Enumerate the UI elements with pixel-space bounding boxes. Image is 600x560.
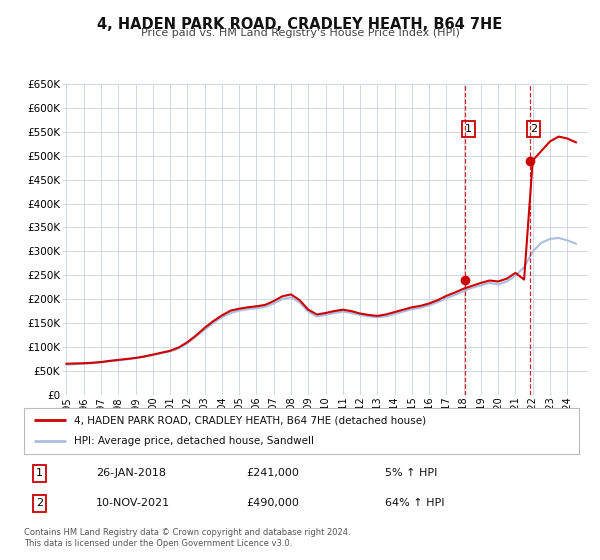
Text: 2: 2 bbox=[530, 124, 538, 134]
Text: 26-JAN-2018: 26-JAN-2018 bbox=[96, 468, 166, 478]
Text: Contains HM Land Registry data © Crown copyright and database right 2024.: Contains HM Land Registry data © Crown c… bbox=[24, 528, 350, 536]
Text: 1: 1 bbox=[465, 124, 472, 134]
Text: 5% ↑ HPI: 5% ↑ HPI bbox=[385, 468, 437, 478]
Text: 1: 1 bbox=[36, 468, 43, 478]
Text: 10-NOV-2021: 10-NOV-2021 bbox=[96, 498, 170, 508]
Text: 2: 2 bbox=[36, 498, 43, 508]
Text: 4, HADEN PARK ROAD, CRADLEY HEATH, B64 7HE: 4, HADEN PARK ROAD, CRADLEY HEATH, B64 7… bbox=[97, 17, 503, 32]
Text: 4, HADEN PARK ROAD, CRADLEY HEATH, B64 7HE (detached house): 4, HADEN PARK ROAD, CRADLEY HEATH, B64 7… bbox=[74, 415, 426, 425]
Text: £241,000: £241,000 bbox=[246, 468, 299, 478]
Text: £490,000: £490,000 bbox=[246, 498, 299, 508]
Text: This data is licensed under the Open Government Licence v3.0.: This data is licensed under the Open Gov… bbox=[24, 539, 292, 548]
Text: Price paid vs. HM Land Registry's House Price Index (HPI): Price paid vs. HM Land Registry's House … bbox=[140, 28, 460, 38]
Text: 64% ↑ HPI: 64% ↑ HPI bbox=[385, 498, 444, 508]
Text: HPI: Average price, detached house, Sandwell: HPI: Average price, detached house, Sand… bbox=[74, 436, 314, 446]
